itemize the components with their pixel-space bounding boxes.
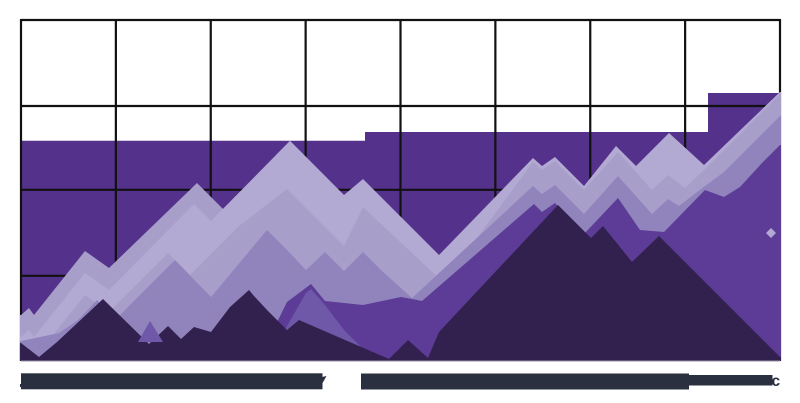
svg-text:c: c [772,373,781,390]
